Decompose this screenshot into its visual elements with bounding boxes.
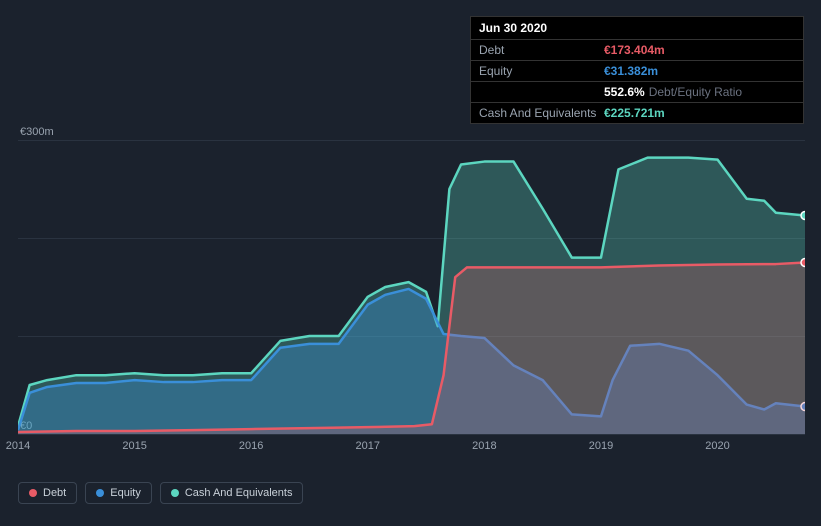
x-axis-label: 2015 [122,440,146,452]
series-end-marker [801,259,805,267]
chart-plot-area [18,140,805,434]
legend-label: Cash And Equivalents [185,487,293,499]
tooltip-row: 552.6% Debt/Equity Ratio [471,81,803,102]
tooltip-row: Cash And Equivalents€225.721m [471,102,803,123]
x-axis-label: 2019 [589,440,613,452]
x-axis-label: 2017 [356,440,380,452]
y-axis-label: €300m [20,126,54,138]
tooltip-row-value: €173.404m [604,43,665,57]
tooltip-row-value: €31.382m [604,64,658,78]
legend-label: Equity [110,487,141,499]
tooltip-row-value: €225.721m [604,106,665,120]
legend-swatch [96,489,104,497]
legend-swatch [29,489,37,497]
tooltip-row-label: Cash And Equivalents [479,106,604,120]
x-axis-label: 2014 [6,440,30,452]
tooltip-date: Jun 30 2020 [471,17,803,39]
tooltip-row: Debt€173.404m [471,39,803,60]
tooltip-row-label: Equity [479,64,604,78]
tooltip-row-value: 552.6% [604,85,645,99]
x-axis-label: 2018 [472,440,496,452]
chart-tooltip: Jun 30 2020 Debt€173.404mEquity€31.382m5… [470,16,804,124]
x-axis-label: 2020 [705,440,729,452]
tooltip-row-label: Debt [479,43,604,57]
tooltip-row-label [479,85,604,99]
chart-svg [18,140,805,434]
legend-label: Debt [43,487,66,499]
tooltip-row-suffix: Debt/Equity Ratio [649,85,742,99]
chart-legend: Debt Equity Cash And Equivalents [18,482,303,504]
tooltip-row: Equity€31.382m [471,60,803,81]
x-axis-label: 2016 [239,440,263,452]
chart-container: Jun 30 2020 Debt€173.404mEquity€31.382m5… [0,0,821,526]
legend-swatch [171,489,179,497]
legend-item[interactable]: Equity [85,482,152,504]
grid-line [18,434,805,435]
series-end-marker [801,211,805,219]
legend-item[interactable]: Debt [18,482,77,504]
legend-item[interactable]: Cash And Equivalents [160,482,304,504]
